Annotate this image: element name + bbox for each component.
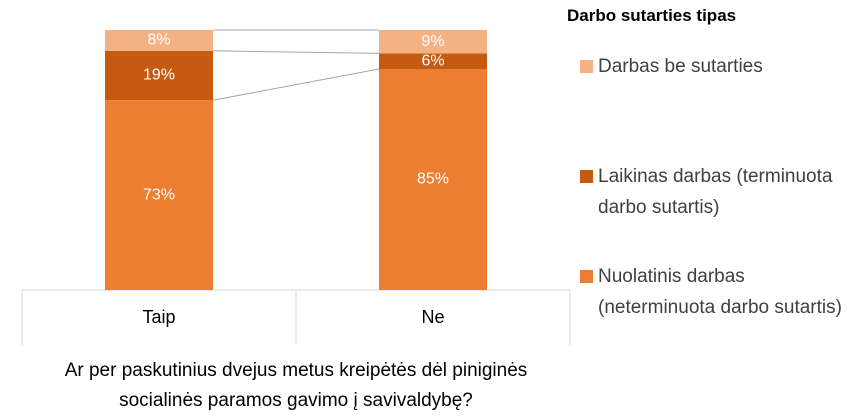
legend-entry: Laikinas darbas (terminuota darbo sutart… (580, 162, 850, 223)
x-axis-title: Ar per paskutinius dvejus metus kreipėtė… (64, 360, 528, 411)
legend-label: Darbas be sutarties (598, 56, 763, 77)
bar-segment (379, 53, 487, 69)
bar-segment (379, 30, 487, 54)
bar-segment (105, 100, 213, 290)
data-label: 19% (143, 67, 175, 84)
legend-entry: Darbas be sutarties (580, 52, 850, 83)
data-label: 6% (421, 52, 444, 69)
bar-segment (105, 30, 213, 51)
axis-frame (21, 289, 571, 345)
legend-swatch (580, 170, 593, 183)
bar-segment (379, 69, 487, 290)
data-label: 8% (147, 32, 170, 49)
legend-swatch (580, 270, 593, 283)
legend-label: Nuolatinis darbas (neterminuota darbo su… (598, 266, 842, 318)
x-tick-label: Taip (142, 307, 175, 327)
legend-title: Darbo sutarties tipas (567, 6, 737, 25)
x-tick-label: Ne (421, 307, 444, 327)
bar-segment (105, 50, 213, 101)
data-label: 9% (421, 33, 444, 50)
data-label: 85% (417, 171, 449, 188)
series-line (212, 50, 380, 54)
legend-entry: Nuolatinis darbas (neterminuota darbo su… (580, 262, 850, 323)
legend-swatch (580, 60, 593, 73)
series-line (212, 68, 380, 101)
data-label: 73% (143, 186, 175, 203)
legend-label: Laikinas darbas (terminuota darbo sutart… (598, 166, 833, 218)
